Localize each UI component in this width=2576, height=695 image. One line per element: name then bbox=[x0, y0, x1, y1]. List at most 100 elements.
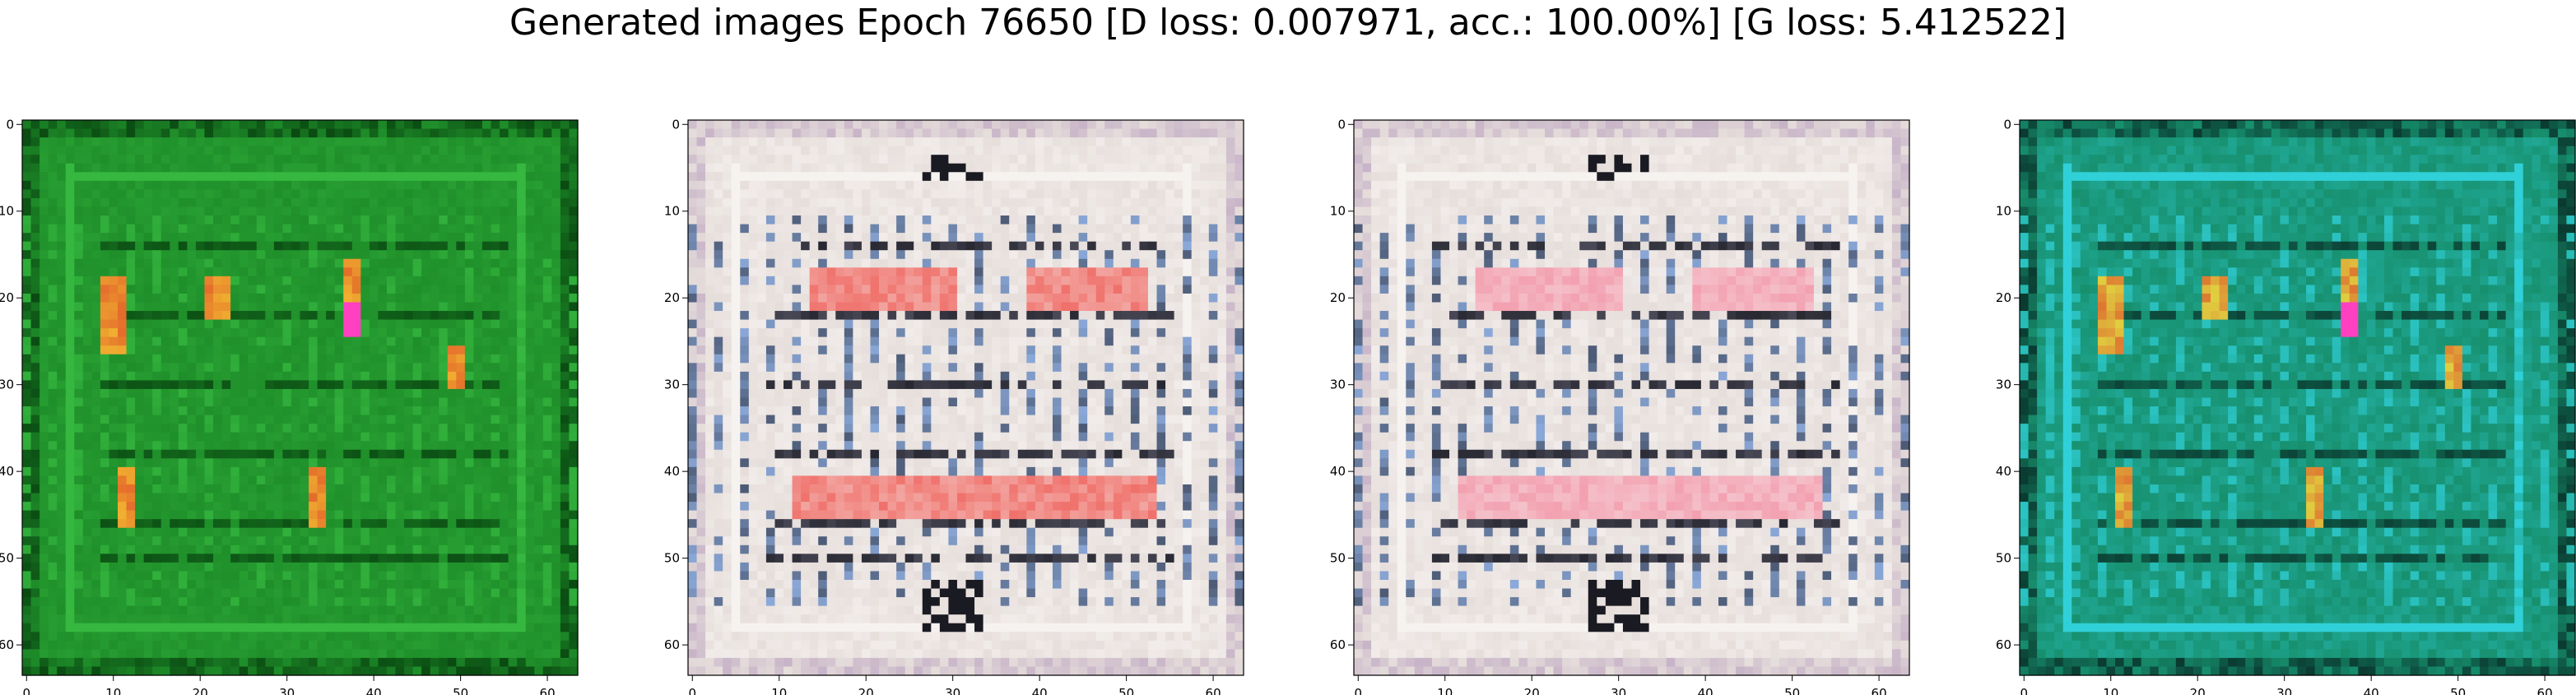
image-pixel bbox=[569, 605, 579, 615]
image-pixel bbox=[1191, 163, 1201, 173]
image-pixel bbox=[91, 458, 101, 468]
image-pixel bbox=[508, 666, 518, 676]
image-pixel bbox=[542, 527, 552, 537]
image-pixel bbox=[291, 328, 301, 338]
image-pixel bbox=[542, 224, 552, 234]
image-pixel bbox=[204, 519, 214, 529]
image-pixel bbox=[395, 319, 405, 329]
image-pixel bbox=[187, 571, 197, 581]
image-pixel bbox=[143, 163, 153, 173]
image-pixel bbox=[291, 484, 301, 494]
image-pixel bbox=[48, 293, 58, 303]
image-pixel bbox=[491, 510, 500, 520]
image-pixel bbox=[109, 406, 119, 416]
image-pixel bbox=[534, 206, 544, 216]
image-pixel bbox=[221, 519, 231, 529]
image-pixel bbox=[809, 233, 819, 243]
image-pixel bbox=[1087, 172, 1097, 182]
image-pixel bbox=[456, 241, 466, 251]
image-pixel bbox=[57, 475, 67, 485]
image-pixel bbox=[551, 293, 561, 303]
image-pixel bbox=[178, 562, 188, 572]
image-pixel bbox=[300, 363, 309, 373]
image-pixel bbox=[569, 424, 579, 433]
image-pixel bbox=[317, 189, 327, 199]
image-pixel bbox=[560, 458, 570, 468]
image-pixel bbox=[879, 155, 889, 164]
image-pixel bbox=[369, 311, 379, 321]
image-pixel bbox=[378, 571, 388, 581]
image-pixel bbox=[91, 484, 101, 494]
image-pixel bbox=[256, 276, 266, 285]
image-pixel bbox=[351, 424, 361, 433]
image-pixel bbox=[853, 197, 863, 208]
image-pixel bbox=[143, 562, 153, 572]
image-pixel bbox=[956, 155, 967, 164]
image-pixel bbox=[723, 155, 732, 164]
image-pixel bbox=[204, 649, 214, 659]
image-pixel bbox=[239, 649, 249, 659]
image-pixel bbox=[464, 605, 475, 615]
image-pixel bbox=[534, 502, 544, 512]
image-pixel bbox=[1026, 189, 1036, 199]
image-pixel bbox=[135, 388, 145, 399]
image-pixel bbox=[65, 319, 75, 329]
image-pixel bbox=[221, 155, 231, 164]
image-pixel bbox=[74, 649, 84, 659]
image-pixel bbox=[1017, 120, 1027, 130]
image-pixel bbox=[439, 605, 449, 615]
image-pixel bbox=[40, 172, 49, 182]
image-pixel bbox=[517, 120, 527, 130]
image-pixel bbox=[1191, 197, 1201, 208]
image-pixel bbox=[430, 197, 439, 208]
image-pixel bbox=[351, 172, 361, 182]
image-pixel bbox=[360, 258, 370, 268]
image-pixel bbox=[309, 632, 319, 642]
image-pixel bbox=[152, 657, 162, 668]
image-pixel bbox=[265, 345, 275, 355]
image-pixel bbox=[109, 605, 119, 615]
image-pixel bbox=[1235, 180, 1244, 190]
image-pixel bbox=[525, 666, 535, 676]
image-pixel bbox=[213, 502, 223, 512]
image-pixel bbox=[143, 623, 153, 632]
image-pixel bbox=[369, 180, 379, 190]
image-pixel bbox=[560, 449, 570, 459]
image-pixel bbox=[551, 458, 561, 468]
image-pixel bbox=[1130, 128, 1141, 138]
image-pixel bbox=[91, 406, 101, 416]
image-pixel bbox=[317, 554, 327, 563]
image-pixel bbox=[248, 371, 258, 382]
image-pixel bbox=[896, 146, 906, 155]
image-pixel bbox=[818, 137, 828, 147]
image-pixel bbox=[1147, 163, 1158, 173]
image-pixel bbox=[740, 137, 750, 147]
image-pixel bbox=[65, 215, 75, 225]
image-pixel bbox=[439, 267, 449, 277]
image-pixel bbox=[395, 388, 405, 399]
image-pixel bbox=[82, 388, 92, 399]
image-pixel bbox=[360, 137, 370, 147]
image-pixel bbox=[126, 311, 136, 321]
image-pixel bbox=[983, 172, 993, 182]
image-pixel bbox=[491, 475, 500, 485]
image-pixel bbox=[508, 571, 518, 581]
image-pixel bbox=[248, 336, 258, 346]
image-pixel bbox=[48, 120, 58, 130]
image-pixel bbox=[30, 605, 40, 615]
image-pixel bbox=[126, 632, 136, 642]
image-pixel bbox=[195, 406, 206, 416]
image-pixel bbox=[404, 502, 414, 512]
image-pixel bbox=[213, 241, 223, 251]
image-pixel bbox=[109, 354, 119, 364]
image-pixel bbox=[447, 484, 457, 494]
image-pixel bbox=[135, 224, 145, 234]
image-pixel bbox=[404, 466, 414, 477]
image-pixel bbox=[1061, 224, 1071, 234]
image-pixel bbox=[178, 614, 188, 624]
image-pixel bbox=[230, 449, 240, 459]
image-pixel bbox=[273, 267, 284, 277]
image-pixel bbox=[939, 146, 950, 155]
image-pixel bbox=[404, 363, 414, 373]
image-pixel bbox=[378, 215, 388, 225]
